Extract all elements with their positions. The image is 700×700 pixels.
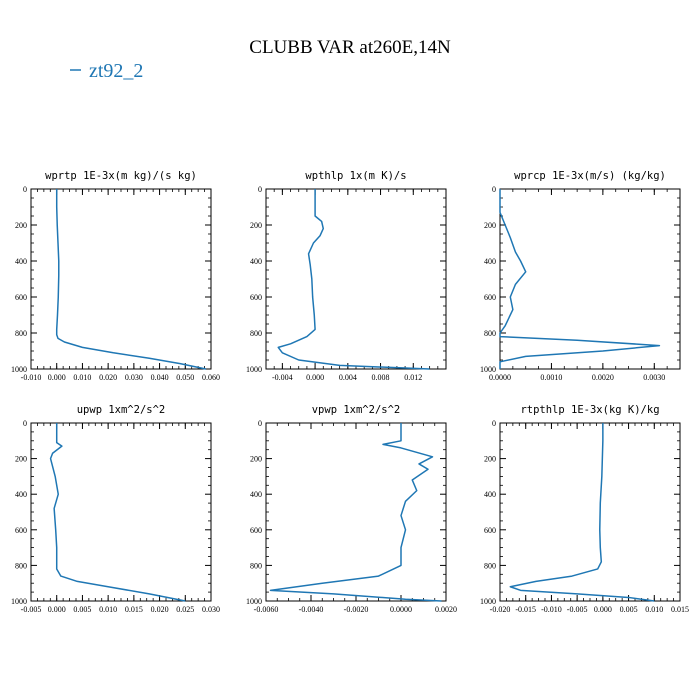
x-tick-label: -0.005 <box>21 605 42 614</box>
y-tick-label: 200 <box>484 455 496 464</box>
y-tick-label: 1000 <box>246 597 262 606</box>
y-tick-label: 600 <box>250 526 262 535</box>
x-tick-label: -0.0060 <box>254 605 279 614</box>
y-tick-label: 1000 <box>246 365 262 374</box>
x-tick-label: 0.010 <box>99 605 117 614</box>
y-tick-label: 200 <box>15 221 27 230</box>
x-tick-label: 0.020 <box>151 605 169 614</box>
x-tick-label: 0.000 <box>594 605 612 614</box>
series-line <box>277 189 430 370</box>
x-tick-label: 0.060 <box>202 373 220 382</box>
y-tick-label: 600 <box>484 293 496 302</box>
x-tick-label: 0.015 <box>125 605 143 614</box>
panel-title: rtpthlp 1E-3x(kg K)/kg <box>520 404 659 416</box>
x-tick-label: 0.000 <box>306 373 324 382</box>
x-tick-label: 0.012 <box>404 373 422 382</box>
y-tick-label: 0 <box>258 185 262 194</box>
x-tick-label: 0.0000 <box>390 605 412 614</box>
x-tick-label: 0.050 <box>176 373 194 382</box>
series-line <box>269 423 442 602</box>
y-tick-label: 0 <box>23 185 27 194</box>
y-tick-label: 200 <box>484 221 496 230</box>
series-line <box>499 189 661 369</box>
y-tick-label: 800 <box>250 561 262 570</box>
y-tick-label: 0 <box>23 419 27 428</box>
y-tick-label: 800 <box>15 561 27 570</box>
panel-title: wprcp 1E-3x(m/s) (kg/kg) <box>514 170 666 182</box>
plot-frame <box>499 188 681 370</box>
y-tick-label: 800 <box>250 329 262 338</box>
x-tick-label: 0.040 <box>151 373 169 382</box>
x-tick-label: 0.030 <box>125 373 143 382</box>
y-tick-label: 400 <box>250 257 262 266</box>
panel-title: wprtp 1E-3x(m kg)/(s kg) <box>45 170 197 182</box>
x-tick-label: 0.008 <box>372 373 390 382</box>
plot-frame <box>265 422 447 602</box>
x-tick-label: 0.005 <box>620 605 638 614</box>
x-tick-label: -0.0020 <box>344 605 369 614</box>
x-tick-label: 0.0030 <box>643 373 665 382</box>
y-tick-label: 600 <box>15 526 27 535</box>
y-tick-label: 0 <box>492 185 496 194</box>
x-tick-label: 0.020 <box>99 373 117 382</box>
x-tick-label: 0.0000 <box>489 373 511 382</box>
y-tick-label: 800 <box>484 561 496 570</box>
y-tick-label: 1000 <box>480 365 496 374</box>
x-tick-label: 0.0020 <box>592 373 614 382</box>
x-tick-label: -0.010 <box>21 373 42 382</box>
y-tick-label: 800 <box>484 329 496 338</box>
x-tick-label: 0.010 <box>645 605 663 614</box>
y-tick-label: 600 <box>250 293 262 302</box>
panel-4: upwp 1xm^2/s^2 -0.005 0.000 0.005 0.010 0.015… <box>11 404 220 614</box>
plot-frame <box>499 422 681 602</box>
x-tick-label: 0.0010 <box>540 373 562 382</box>
x-tick-label: -0.015 <box>515 605 536 614</box>
y-tick-label: 400 <box>15 490 27 499</box>
y-tick-label: 400 <box>484 257 496 266</box>
panel-title: vpwp 1xm^2/s^2 <box>312 404 401 416</box>
y-tick-label: 200 <box>250 221 262 230</box>
x-tick-label: -0.020 <box>490 605 511 614</box>
series-line <box>509 423 655 602</box>
y-tick-label: 600 <box>15 293 27 302</box>
panel-title: wpthlp 1x(m K)/s <box>305 170 406 182</box>
x-tick-label: 0.025 <box>176 605 194 614</box>
y-tick-label: 400 <box>250 490 262 499</box>
x-tick-label: -0.0040 <box>299 605 324 614</box>
y-tick-label: 200 <box>250 455 262 464</box>
panel-5: vpwp 1xm^2/s^2 -0.0060 -0.0040 -0.0020 0.000… <box>246 404 457 614</box>
x-tick-label: -0.005 <box>567 605 588 614</box>
x-tick-label: 0.000 <box>48 373 66 382</box>
y-tick-label: 200 <box>15 455 27 464</box>
figure-title: CLUBB VAR at260E,14N <box>249 37 451 58</box>
x-tick-label: 0.015 <box>671 605 689 614</box>
y-tick-label: 800 <box>15 329 27 338</box>
y-tick-label: 1000 <box>11 597 27 606</box>
y-tick-label: 600 <box>484 526 496 535</box>
panels-group: wprtp 1E-3x(m kg)/(s kg) -0.010 0.000 0.010… <box>11 170 689 614</box>
x-tick-label: -0.004 <box>272 373 293 382</box>
y-tick-label: 1000 <box>480 597 496 606</box>
x-tick-label: 0.004 <box>339 373 357 382</box>
panel-3: wprcp 1E-3x(m/s) (kg/kg) 0.0000 0.0010 0.00… <box>480 170 681 382</box>
panel-2: wpthlp 1x(m K)/s -0.004 0.000 0.004 0.008 0.0… <box>246 170 447 382</box>
panel-6: rtpthlp 1E-3x(kg K)/kg -0.020 -0.015 -0.010… <box>480 404 689 614</box>
y-tick-label: 400 <box>15 257 27 266</box>
panel-title: upwp 1xm^2/s^2 <box>77 404 166 416</box>
y-tick-label: 0 <box>492 419 496 428</box>
legend-label: zt92_2 <box>89 60 143 82</box>
x-tick-label: 0.0020 <box>435 605 457 614</box>
panel-1: wprtp 1E-3x(m kg)/(s kg) -0.010 0.000 0.010… <box>11 170 220 382</box>
y-tick-label: 1000 <box>11 365 27 374</box>
y-tick-label: 0 <box>258 419 262 428</box>
series-line <box>55 189 207 370</box>
x-tick-label: 0.005 <box>73 605 91 614</box>
series-line <box>49 423 186 602</box>
x-tick-label: -0.010 <box>541 605 562 614</box>
x-tick-label: 0.030 <box>202 605 220 614</box>
x-tick-label: 0.000 <box>48 605 66 614</box>
x-tick-label: 0.010 <box>73 373 91 382</box>
y-tick-label: 400 <box>484 490 496 499</box>
